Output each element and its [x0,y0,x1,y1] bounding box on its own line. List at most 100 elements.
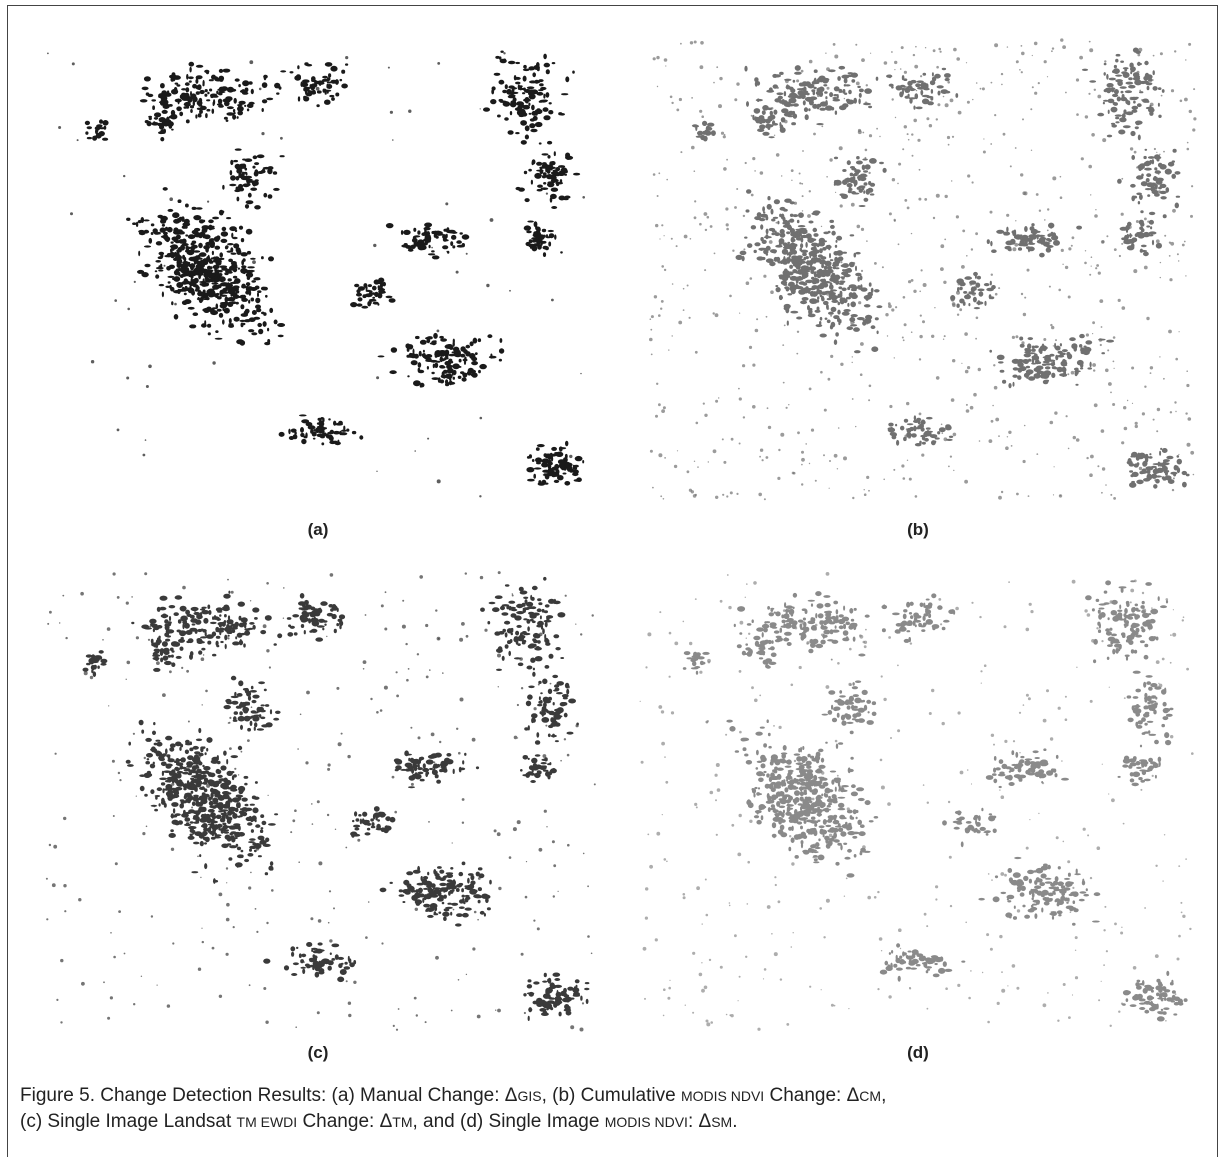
speckle [252,843,256,846]
speckle [234,98,237,104]
speckle [812,278,819,284]
speckle [810,299,813,302]
speckle [180,274,184,278]
speckle [655,224,658,227]
speckle [1080,367,1083,369]
speckle [1062,367,1067,373]
speckle [943,339,944,340]
speckle [547,141,552,145]
speckle [423,763,426,768]
speckle [462,377,467,381]
speckle [1122,306,1126,310]
speckle [825,78,829,82]
speckle [815,310,821,313]
speckle [416,892,420,896]
speckle [174,314,179,320]
speckle [70,212,73,215]
speckle [1028,337,1033,340]
speckle [1068,247,1071,250]
speckle [754,242,760,246]
speckle [209,238,215,241]
speckle [818,254,823,257]
speckle [176,218,181,223]
speckle [211,760,219,764]
speckle [799,281,806,285]
speckle [210,308,215,313]
speckle [1154,148,1156,150]
speckle [536,227,541,233]
speckle [1024,351,1030,353]
speckle [533,981,539,984]
speckle [523,993,526,996]
speckle [1158,190,1161,193]
speckle [1158,187,1162,190]
speckle [1094,403,1098,407]
speckle [908,280,911,283]
speckle [1131,68,1135,72]
speckle [1021,45,1023,47]
speckle [1168,479,1175,484]
speckle [201,629,204,631]
speckle [1092,363,1096,367]
speckle [1163,214,1167,218]
speckle [249,838,255,841]
speckle [868,106,872,109]
speckle [536,170,544,172]
speckle [650,329,652,331]
speckle [823,84,827,86]
speckle [1012,375,1017,378]
speckle [537,444,545,447]
speckle [1159,154,1161,156]
speckle [864,198,869,202]
speckle [507,640,511,644]
speckle [740,251,747,256]
speckle [938,48,941,51]
speckle [1067,373,1069,375]
speckle [1136,166,1138,168]
speckle [1109,78,1116,81]
speckle [551,179,559,183]
speckle [805,443,807,445]
speckle [388,67,390,69]
speckle [817,79,819,81]
speckle [1006,227,1008,233]
speckle [535,775,540,778]
speckle [197,298,203,301]
speckle [715,313,719,317]
speckle [264,689,267,692]
speckle [254,171,259,176]
speckle [909,478,912,481]
speckle [539,771,542,774]
speckle [152,654,160,657]
speckle [99,650,104,654]
speckle [234,278,241,284]
speckle [1153,176,1157,181]
speckle [499,80,505,85]
speckle [313,618,319,622]
speckle [290,946,295,951]
speckle [173,276,180,282]
speckle [716,66,718,68]
speckle [587,885,589,887]
speckle [760,249,762,251]
speckle [991,82,993,84]
speckle [431,340,436,345]
speckle [556,692,563,694]
speckle [539,696,541,700]
speckle [329,95,334,97]
speckle [154,117,158,119]
speckle [236,795,241,797]
speckle [1023,360,1025,364]
speckle [1172,160,1175,162]
speckle [533,116,538,121]
speckle [354,828,359,831]
speckle [212,654,216,657]
speckle [273,718,279,721]
speckle [1082,350,1085,353]
speckle [819,321,821,325]
speckle [939,427,946,432]
speckle [267,328,269,332]
speckle [261,827,264,829]
speckle [169,670,172,673]
speckle [952,359,955,362]
